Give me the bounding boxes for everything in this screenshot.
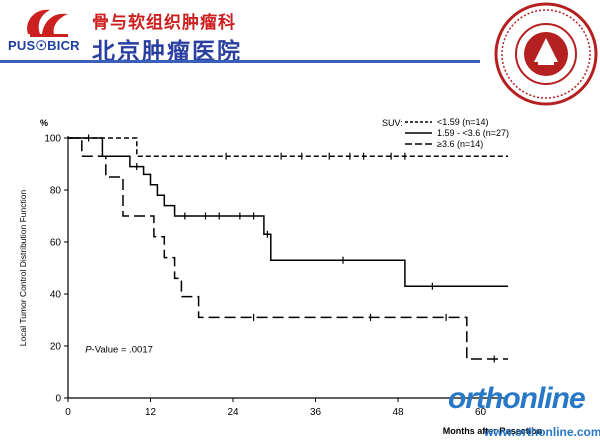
x-tick-label: 60 <box>475 407 487 418</box>
y-tick-label: 60 <box>50 238 62 249</box>
x-axis-title: Months after Resection <box>443 426 543 436</box>
p-value-annotation: P-Value = .0017 <box>85 345 153 356</box>
legend-title: SUV: <box>382 118 403 128</box>
legend-entry-3: ≥3.6 (n=14) <box>437 139 483 149</box>
y-tick-label: 80 <box>50 186 62 197</box>
university-seal-icon <box>494 2 598 106</box>
y-tick-label: 40 <box>50 290 62 301</box>
x-tick-label: 36 <box>310 407 322 418</box>
hospital-logo-icon <box>27 9 68 37</box>
y-unit-label: % <box>40 118 48 128</box>
slide-header: PUS☉BICR 骨与软组织肿瘤科 北京肿瘤医院 <box>0 0 600 68</box>
watermark-url: www.orthonline.com.cn <box>484 425 600 439</box>
y-tick-label: 0 <box>55 394 61 405</box>
x-tick-label: 24 <box>227 407 239 418</box>
y-axis-title: Local Tumor Control Distribution Functio… <box>18 190 28 347</box>
x-tick-label: 12 <box>145 407 157 418</box>
legend-entry-2: 1.59 - <3.6 (n=27) <box>437 128 509 138</box>
header-divider <box>0 60 480 63</box>
series-line-2 <box>68 137 508 287</box>
x-tick-label: 0 <box>65 407 71 418</box>
y-tick-label: 20 <box>50 342 62 353</box>
watermark-text: orthonline <box>448 382 586 415</box>
y-tick-label: 100 <box>44 134 61 145</box>
survival-chart: 0 20 40 60 80 100 0 12 24 36 48 60% Local Tumor Cont… <box>18 117 543 436</box>
series-line-3 <box>68 137 508 360</box>
legend-entry-1: <1.59 (n=14) <box>437 117 489 127</box>
logo-abbreviation: PUS☉BICR <box>8 38 80 53</box>
x-tick-label: 48 <box>392 407 404 418</box>
department-name: 骨与软组织肿瘤科 <box>92 13 236 33</box>
